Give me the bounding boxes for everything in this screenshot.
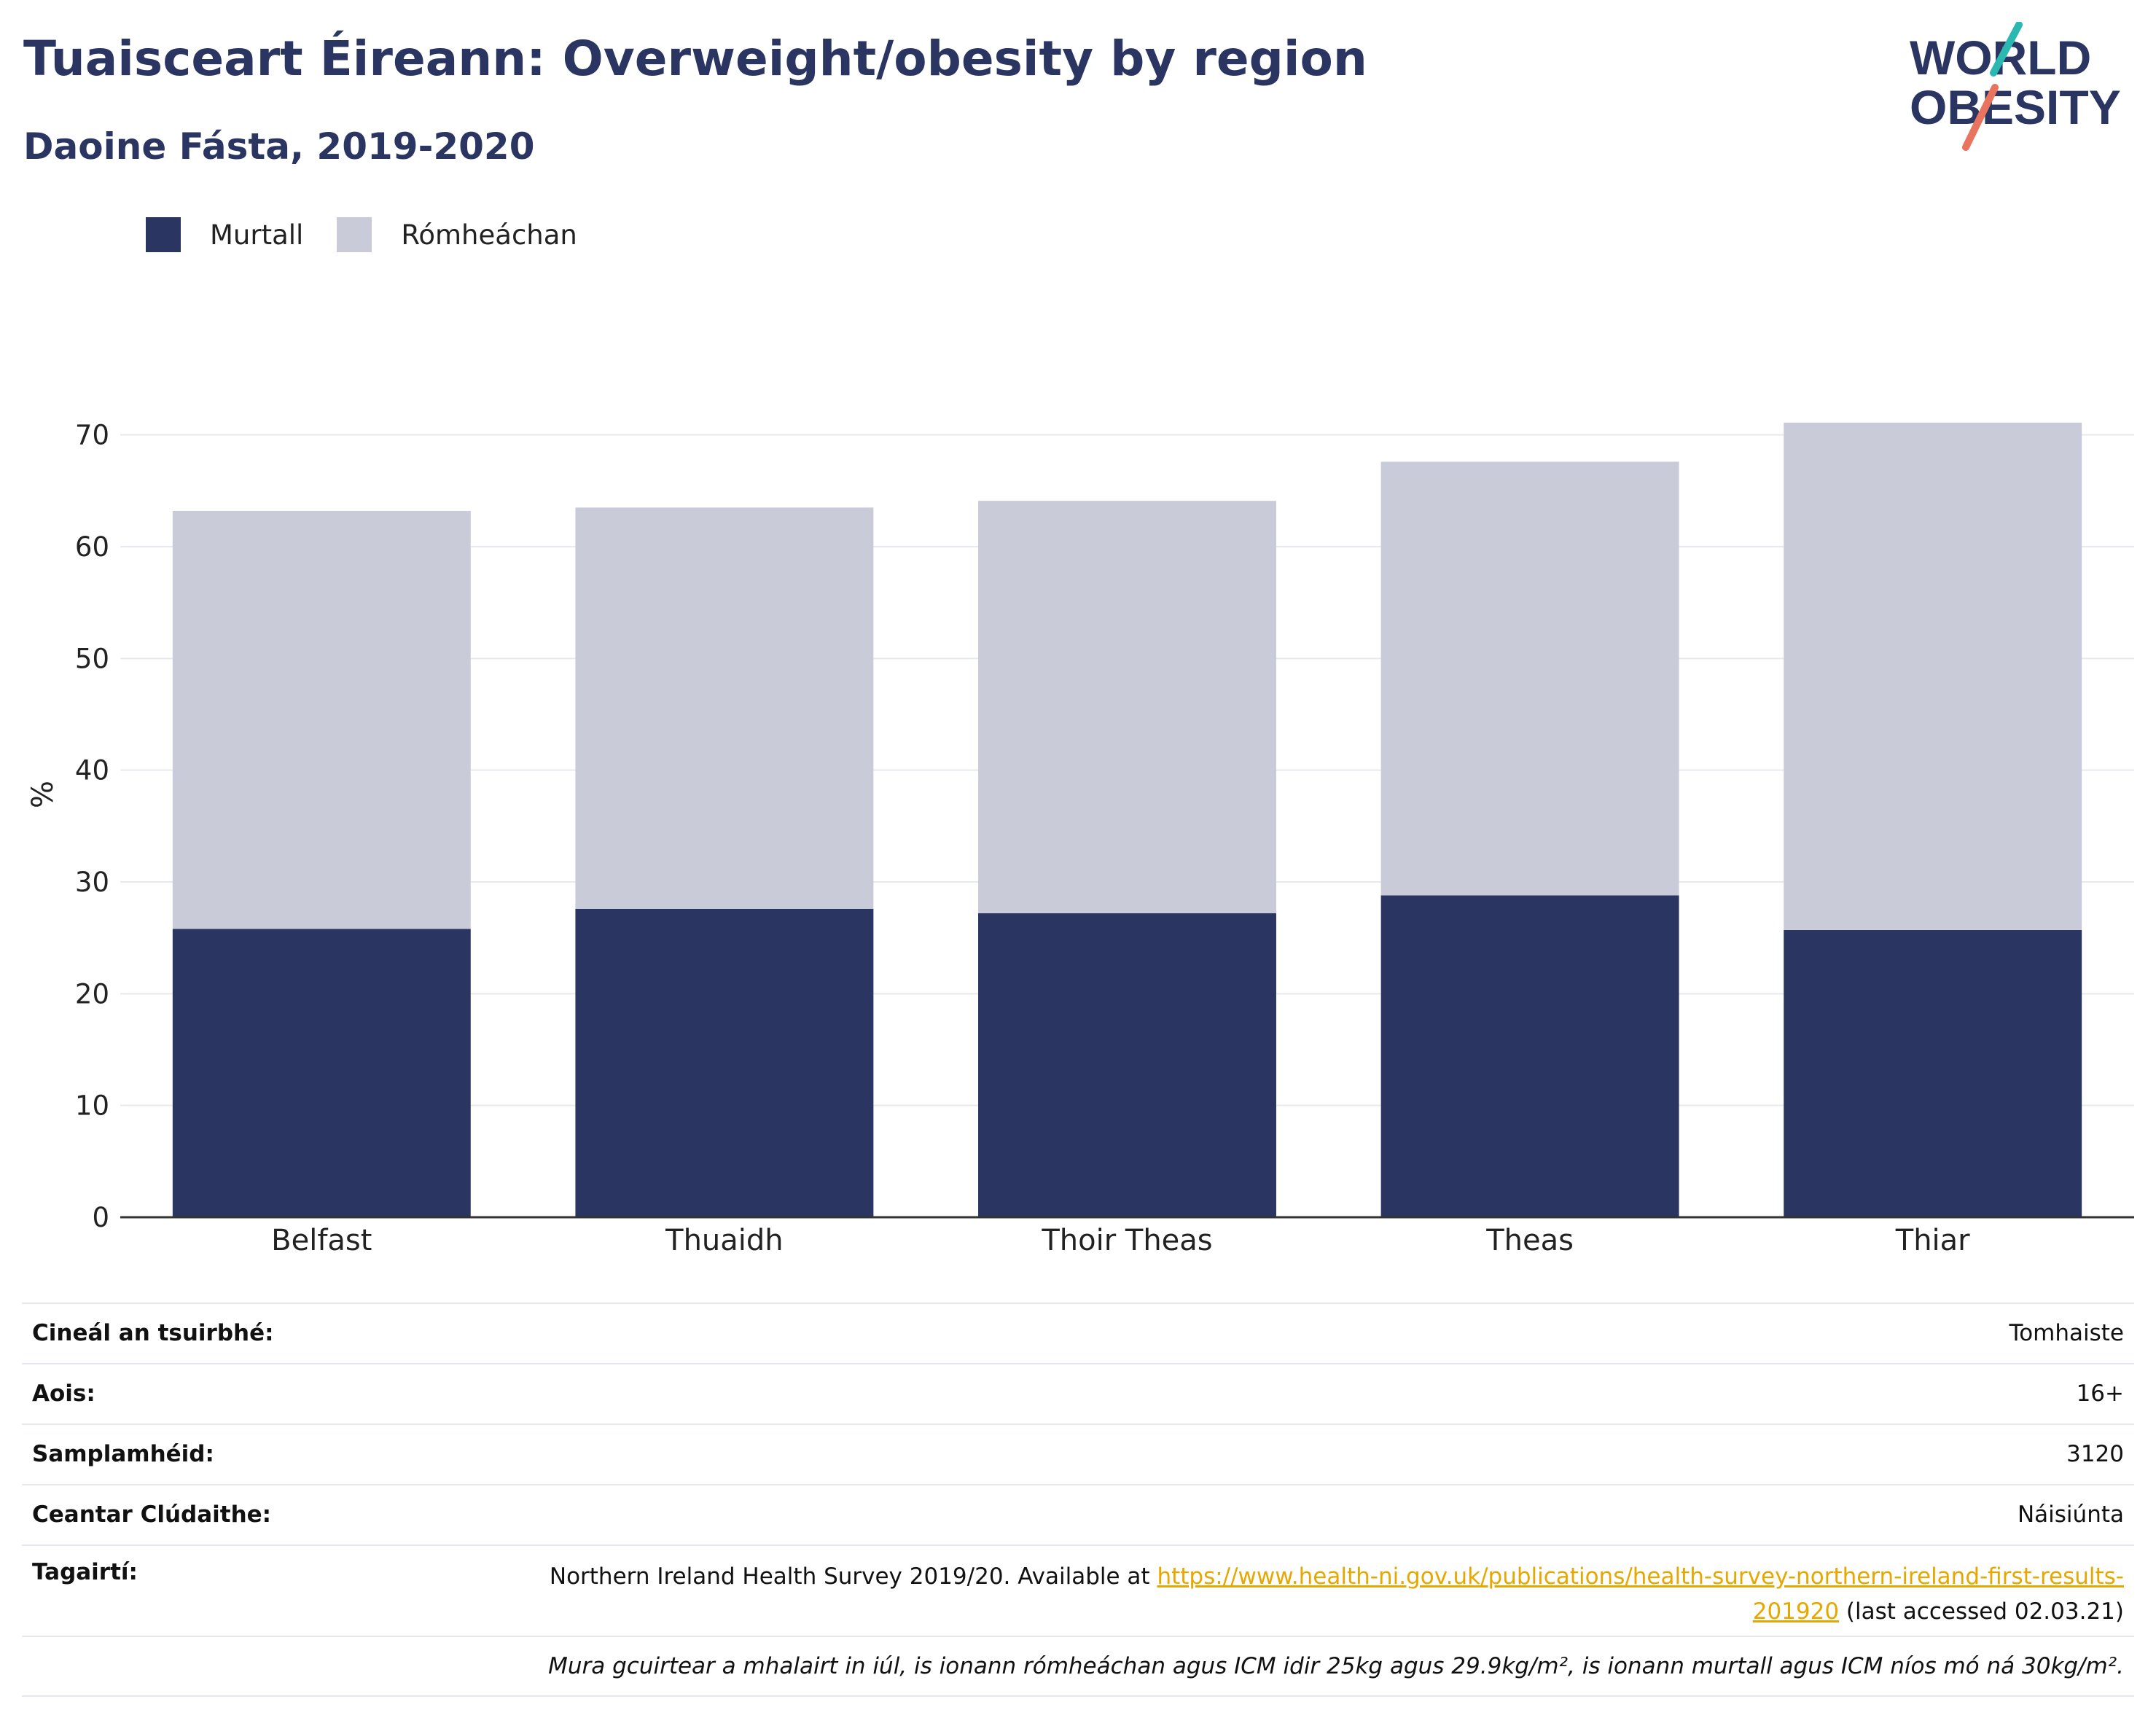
references-label: Tagairtí: (32, 1559, 138, 1585)
references-value: Northern Ireland Health Survey 2019/20. … (520, 1559, 2124, 1629)
info-row-age: Aois: 16+ (22, 1363, 2134, 1423)
y-tick-label-60: 60 (75, 531, 109, 563)
legend: Murtall Rómheáchan (146, 217, 611, 252)
info-table: Cineál an tsuirbhé: Tomhaiste Aois: 16+ … (22, 1303, 2134, 1697)
y-tick-label-30: 30 (75, 867, 109, 898)
bar-belfast-murtall (172, 929, 471, 1217)
y-tick-label-40: 40 (75, 755, 109, 786)
legend-swatch-romheachan (337, 217, 372, 252)
info-row-survey-type: Cineál an tsuirbhé: Tomhaiste (22, 1303, 2134, 1363)
bar-theas-murtall (1380, 895, 1679, 1217)
y-tick-label-0: 0 (92, 1202, 109, 1233)
y-tick-label-10: 10 (75, 1090, 109, 1122)
bar-thiar-romheachan (1784, 422, 2082, 930)
logo-line-2: OBESITY (1910, 80, 2121, 134)
legend-label-murtall: Murtall (210, 219, 304, 251)
sample-size-label: Samplamhéid: (32, 1441, 214, 1467)
survey-type-label: Cineál an tsuirbhé: (32, 1320, 274, 1346)
x-tick-label-belfast: Belfast (271, 1224, 372, 1257)
definition-note: Mura gcuirtear a mhalairt in iúl, is ion… (548, 1653, 2124, 1679)
sample-size-value: 3120 (2066, 1441, 2124, 1467)
y-axis-label: % (26, 781, 60, 808)
bar-theas-romheachan (1380, 461, 1679, 896)
logo-slash-teal (1990, 22, 2023, 77)
bar-thoir-theas-murtall (978, 913, 1276, 1217)
legend-item-murtall[interactable]: Murtall (146, 217, 303, 252)
info-row-note: Mura gcuirtear a mhalairt in iúl, is ion… (22, 1636, 2134, 1697)
bar-belfast-romheachan (172, 510, 471, 929)
world-obesity-logo: WORLD OBESITY (1910, 22, 2121, 151)
y-tick-label-50: 50 (75, 643, 109, 674)
survey-type-value: Tomhaiste (2009, 1320, 2124, 1346)
bar-thiar-murtall (1784, 929, 2082, 1217)
info-row-sample-size: Samplamhéid: 3120 (22, 1423, 2134, 1484)
info-row-coverage: Ceantar Clúdaithe: Náisiúnta (22, 1484, 2134, 1544)
legend-swatch-murtall (146, 217, 181, 252)
coverage-label: Ceantar Clúdaithe: (32, 1501, 272, 1528)
x-tick-label-thuaidh: Thuaidh (665, 1224, 784, 1257)
references-link[interactable]: https://www.health-ni.gov.uk/publication… (1157, 1563, 2124, 1625)
bar-chart: 0 10 20 30 40 50 60 70% Belfast Thuaidh Thoir Thea… (26, 420, 2134, 1257)
references-suffix: (last accessed 02.03.21) (1839, 1598, 2124, 1625)
chart-subtitle: Daoine Fásta, 2019-2020 (23, 125, 535, 168)
references-prefix: Northern Ireland Health Survey 2019/20. … (549, 1563, 1157, 1590)
chart-title: Tuaisceart Éireann: Overweight/obesity b… (23, 31, 1367, 87)
coverage-value: Náisiúnta (2017, 1501, 2124, 1528)
x-tick-label-thiar: Thiar (1895, 1224, 1970, 1257)
x-tick-label-theas: Theas (1485, 1224, 1574, 1257)
x-tick-label-thoir-theas: Thoir Theas (1041, 1224, 1212, 1257)
y-tick-label-70: 70 (75, 420, 109, 451)
legend-item-romheachan[interactable]: Rómheáchan (337, 217, 577, 252)
info-row-references: Tagairtí: Northern Ireland Health Survey… (22, 1544, 2134, 1636)
bar-thoir-theas-romheachan (978, 501, 1276, 913)
y-tick-label-20: 20 (75, 978, 109, 1009)
legend-label-romheachan: Rómheáchan (401, 219, 577, 251)
bar-thuaidh-romheachan (575, 507, 874, 909)
logo-slash-coral (1962, 84, 1999, 151)
age-label: Aois: (32, 1380, 95, 1407)
bar-thuaidh-murtall (575, 908, 874, 1217)
age-value: 16+ (2076, 1380, 2124, 1407)
